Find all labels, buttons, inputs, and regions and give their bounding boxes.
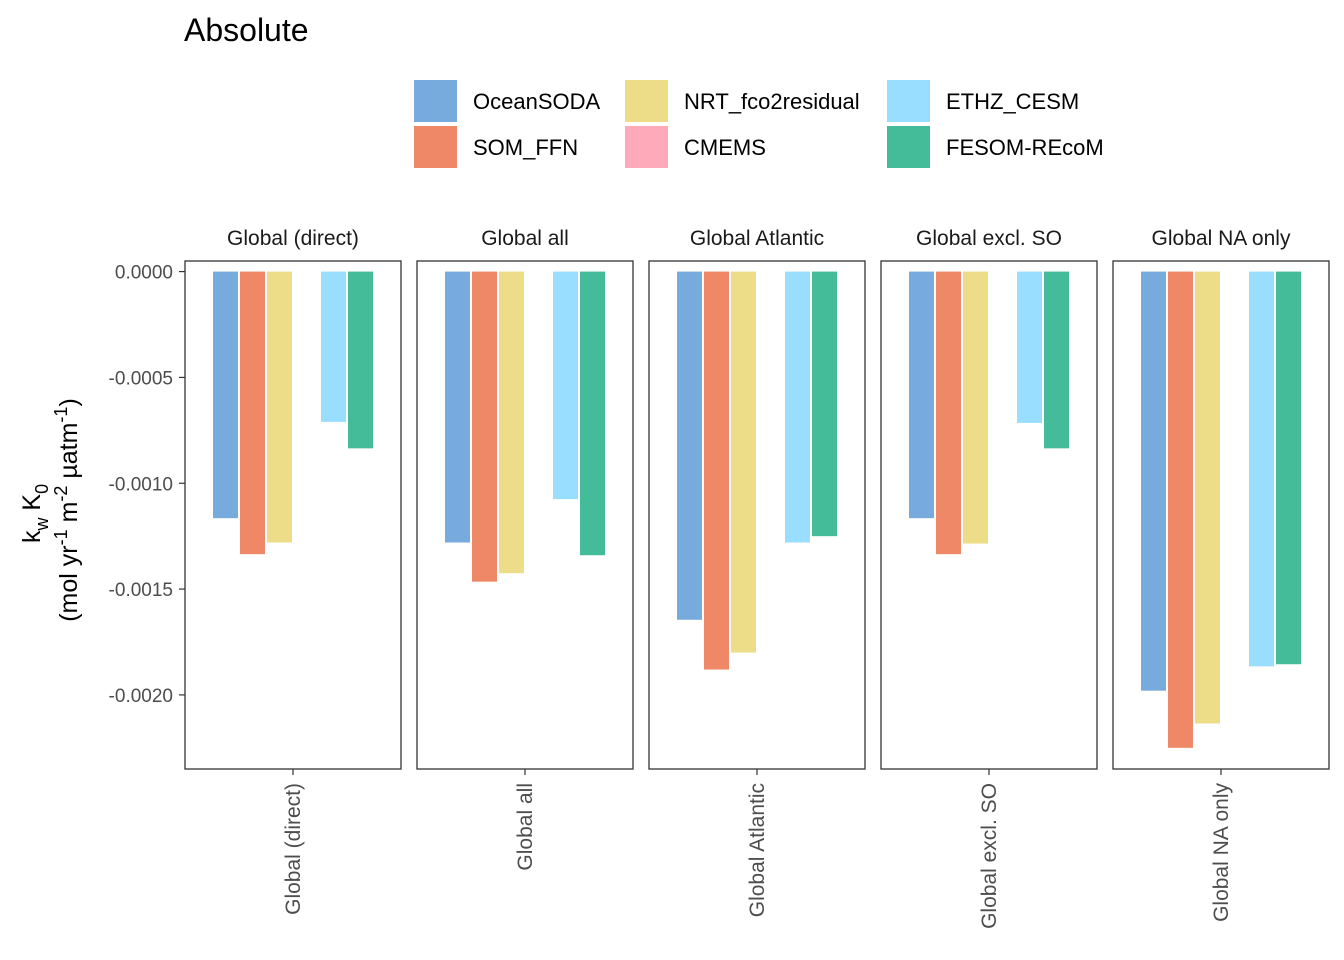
bar bbox=[731, 271, 756, 653]
bar bbox=[553, 271, 578, 500]
bar bbox=[580, 271, 605, 556]
facet-strip-label: Global NA only bbox=[1152, 227, 1291, 250]
bar bbox=[812, 271, 837, 537]
bar bbox=[267, 271, 292, 543]
bar bbox=[472, 271, 497, 582]
y-tick-label: 0.0000 bbox=[115, 263, 173, 284]
legend-key bbox=[625, 126, 668, 168]
legend: OceanSODA SOM_FFN NRT_fco2residual CMEMS ETH… bbox=[414, 80, 1104, 168]
y-tick-label: -0.0015 bbox=[109, 580, 173, 601]
legend-label: OceanSODA bbox=[473, 89, 600, 114]
facet-strip-label: Global Atlantic bbox=[690, 227, 824, 250]
legend-label: NRT_fco2residual bbox=[684, 89, 860, 114]
y-tick-label: -0.0005 bbox=[109, 368, 173, 389]
bar bbox=[1141, 271, 1166, 691]
x-tick-label: Global NA only bbox=[1210, 783, 1233, 922]
legend-key bbox=[414, 126, 457, 168]
bar bbox=[499, 271, 524, 574]
legend-label: SOM_FFN bbox=[473, 135, 578, 160]
facet-strip-label: Global excl. SO bbox=[916, 227, 1062, 250]
bar bbox=[1195, 271, 1220, 724]
bar bbox=[240, 271, 265, 555]
legend-label: FESOM-REcoM bbox=[946, 135, 1104, 160]
x-tick-label: Global Atlantic bbox=[746, 783, 769, 917]
y-tick-label: -0.0010 bbox=[109, 474, 173, 495]
bar bbox=[704, 271, 729, 670]
legend-label: ETHZ_CESM bbox=[946, 89, 1079, 114]
facet-strip-label: Global all bbox=[481, 227, 569, 250]
bar bbox=[321, 271, 346, 422]
bar bbox=[213, 271, 238, 519]
x-tick-label: Global (direct) bbox=[282, 783, 305, 915]
facet-panel: Global Atlantic Global Atlantic bbox=[648, 227, 866, 917]
bar bbox=[1017, 271, 1042, 423]
facet-panel: Global excl. SO Global excl. SO bbox=[880, 227, 1098, 929]
bar bbox=[445, 271, 470, 543]
bar bbox=[963, 271, 988, 544]
x-tick-label: Global excl. SO bbox=[978, 783, 1001, 929]
bar bbox=[1276, 271, 1301, 665]
bar bbox=[1044, 271, 1069, 449]
bar bbox=[677, 271, 702, 620]
y-tick-label: -0.0020 bbox=[109, 686, 173, 707]
bar bbox=[785, 271, 810, 543]
bar bbox=[348, 271, 373, 449]
bar bbox=[936, 271, 961, 555]
facet-panel: Global NA only Global NA only bbox=[1112, 227, 1330, 922]
y-axis-label: kw K0 (mol yr-1 m-2 µatm-1) bbox=[18, 398, 83, 622]
legend-key bbox=[887, 80, 930, 122]
bar bbox=[1249, 271, 1274, 667]
legend-key bbox=[887, 126, 930, 168]
legend-key bbox=[414, 80, 457, 122]
facet-strip-label: Global (direct) bbox=[227, 227, 359, 250]
legend-label: CMEMS bbox=[684, 135, 766, 160]
x-tick-label: Global all bbox=[514, 783, 537, 871]
facet-panel: Global all Global all bbox=[416, 227, 634, 871]
legend-key bbox=[625, 80, 668, 122]
facet-panels: Global (direct) Global (direct) Global all… bbox=[184, 227, 1330, 929]
y-axis: 0.0000 -0.0005 -0.0010 -0.0015 -0.0020 bbox=[109, 263, 185, 707]
bar bbox=[1168, 271, 1193, 748]
bar bbox=[909, 271, 934, 519]
facet-panel: Global (direct) Global (direct) bbox=[184, 227, 402, 915]
chart-title: Absolute bbox=[184, 12, 309, 48]
